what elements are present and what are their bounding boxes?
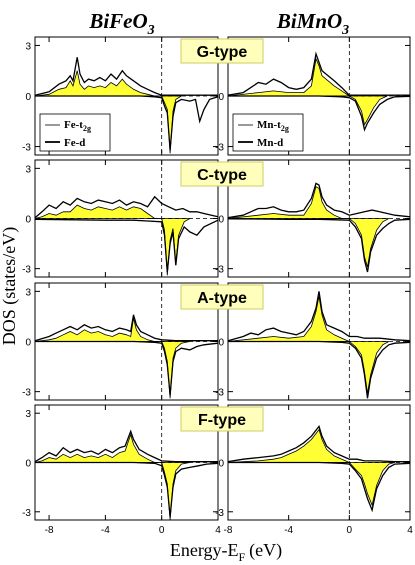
y-tick-label: 3 [25, 287, 31, 298]
x-axis-label: Energy-EF (eV) [170, 540, 282, 564]
row-label-badge [180, 284, 264, 310]
line-d-up [34, 314, 218, 342]
row-label-badge [180, 161, 264, 187]
panel-c-type-bifeo3: -3 0 3 [22, 159, 219, 278]
row-label-text: G-type [197, 44, 248, 61]
line-d-down [227, 218, 411, 273]
y-tick-label: -3 [22, 508, 31, 519]
line-d-down [228, 461, 411, 513]
row-label-text: A-type [197, 290, 247, 307]
panel-g-type-bimno3: -303 [215, 36, 411, 156]
area-t2g-down [319, 218, 389, 268]
y-tick-label: 0 [25, 215, 31, 226]
legend-label-d: Mn-d [257, 137, 283, 149]
panel-g-type-bifeo3: -3 0 3 [22, 36, 219, 156]
legends: Fe-t2g Fe-d Mn-t2g Mn-d [39, 113, 304, 152]
panel-f-type-bifeo3: -3 0 3 -8 -4 0 4 [22, 404, 221, 536]
x-tick-label: 4 [215, 525, 221, 536]
panel-a-type-bifeo3: -3 0 3 [22, 282, 219, 401]
line-d-up [34, 195, 219, 219]
y-tick-label: 0 [218, 338, 224, 349]
line-d-up [227, 425, 410, 463]
area-t2g-up [34, 204, 162, 219]
y-tick-label: 3 [25, 164, 31, 175]
y-tick-label: -3 [215, 508, 224, 519]
area-t2g-up [227, 428, 350, 463]
y-tick-label: -3 [22, 388, 31, 399]
panel-a-type-bimno3: -303 [215, 282, 411, 401]
line-d-up [227, 51, 410, 96]
y-tick-label: -3 [215, 143, 224, 154]
area-t2g-down [147, 218, 192, 276]
x-tick-label: 4 [407, 525, 413, 536]
y-tick-label: 0 [218, 459, 224, 470]
row-labels: G-type C-type A-type F-type [180, 38, 264, 432]
panel-grid: -303-303-303-303-303-303-303-8-404-303-8… [22, 36, 413, 536]
y-tick-label: 0 [25, 459, 31, 470]
x-tick-label: -4 [284, 525, 293, 536]
x-tick-label: -8 [45, 525, 54, 536]
line-d-down [228, 340, 411, 399]
row-label-badge [180, 38, 264, 64]
panel-c-type-bimno3: -303 [215, 159, 411, 278]
row-label-text: F-type [198, 412, 246, 429]
legend-label-d: Fe-d [64, 137, 85, 149]
x-tick-label: -4 [101, 525, 110, 536]
legend-box [39, 113, 111, 152]
y-tick-label: 3 [25, 41, 31, 52]
area-t2g-up [34, 318, 162, 342]
y-tick-label: 0 [218, 92, 224, 103]
panel-f-type-bimno3: -303-8-404 [215, 404, 413, 536]
row-label-text: C-type [197, 167, 247, 184]
y-tick-label: 0 [218, 215, 224, 226]
area-t2g-down [319, 95, 388, 126]
x-tick-label: -8 [224, 525, 233, 536]
area-t2g-up [227, 296, 350, 342]
area-t2g-down [319, 462, 395, 507]
y-tick-label: -3 [22, 265, 31, 276]
column-title-bifeo3: BiFeO3 [88, 9, 154, 38]
area-t2g-up [227, 57, 351, 97]
area-t2g-down [319, 341, 389, 394]
line-d-down [35, 95, 219, 150]
line-d-down [34, 218, 219, 273]
line-d-up [34, 57, 218, 96]
x-tick-label: 0 [159, 525, 165, 536]
area-t2g-down [147, 341, 190, 399]
area-t2g-down [147, 462, 190, 521]
line-d-up [34, 429, 218, 463]
row-label-badge [180, 406, 264, 432]
y-axis-label: DOS (states/eV) [0, 227, 20, 345]
line-d-down [228, 95, 411, 132]
legend-box [232, 113, 304, 152]
column-title-bimno3: BiMnO3 [276, 9, 349, 38]
area-t2g-down [140, 95, 183, 154]
legend-label-t2g: Mn-t2g [257, 119, 289, 133]
area-t2g-up [227, 186, 350, 219]
y-tick-label: -3 [22, 143, 31, 154]
y-tick-label: -3 [215, 265, 224, 276]
y-tick-label: 3 [25, 409, 31, 420]
line-d-up [227, 182, 411, 219]
y-tick-label: 0 [25, 92, 31, 103]
x-tick-label: 0 [347, 525, 353, 536]
line-d-up [227, 291, 411, 342]
line-d-down [35, 340, 219, 396]
area-t2g-up [34, 433, 162, 463]
y-tick-label: 0 [25, 338, 31, 349]
area-t2g-up [34, 70, 162, 97]
y-tick-label: -3 [215, 388, 224, 399]
legend-label-t2g: Fe-t2g [64, 119, 91, 133]
line-d-down [35, 461, 219, 517]
